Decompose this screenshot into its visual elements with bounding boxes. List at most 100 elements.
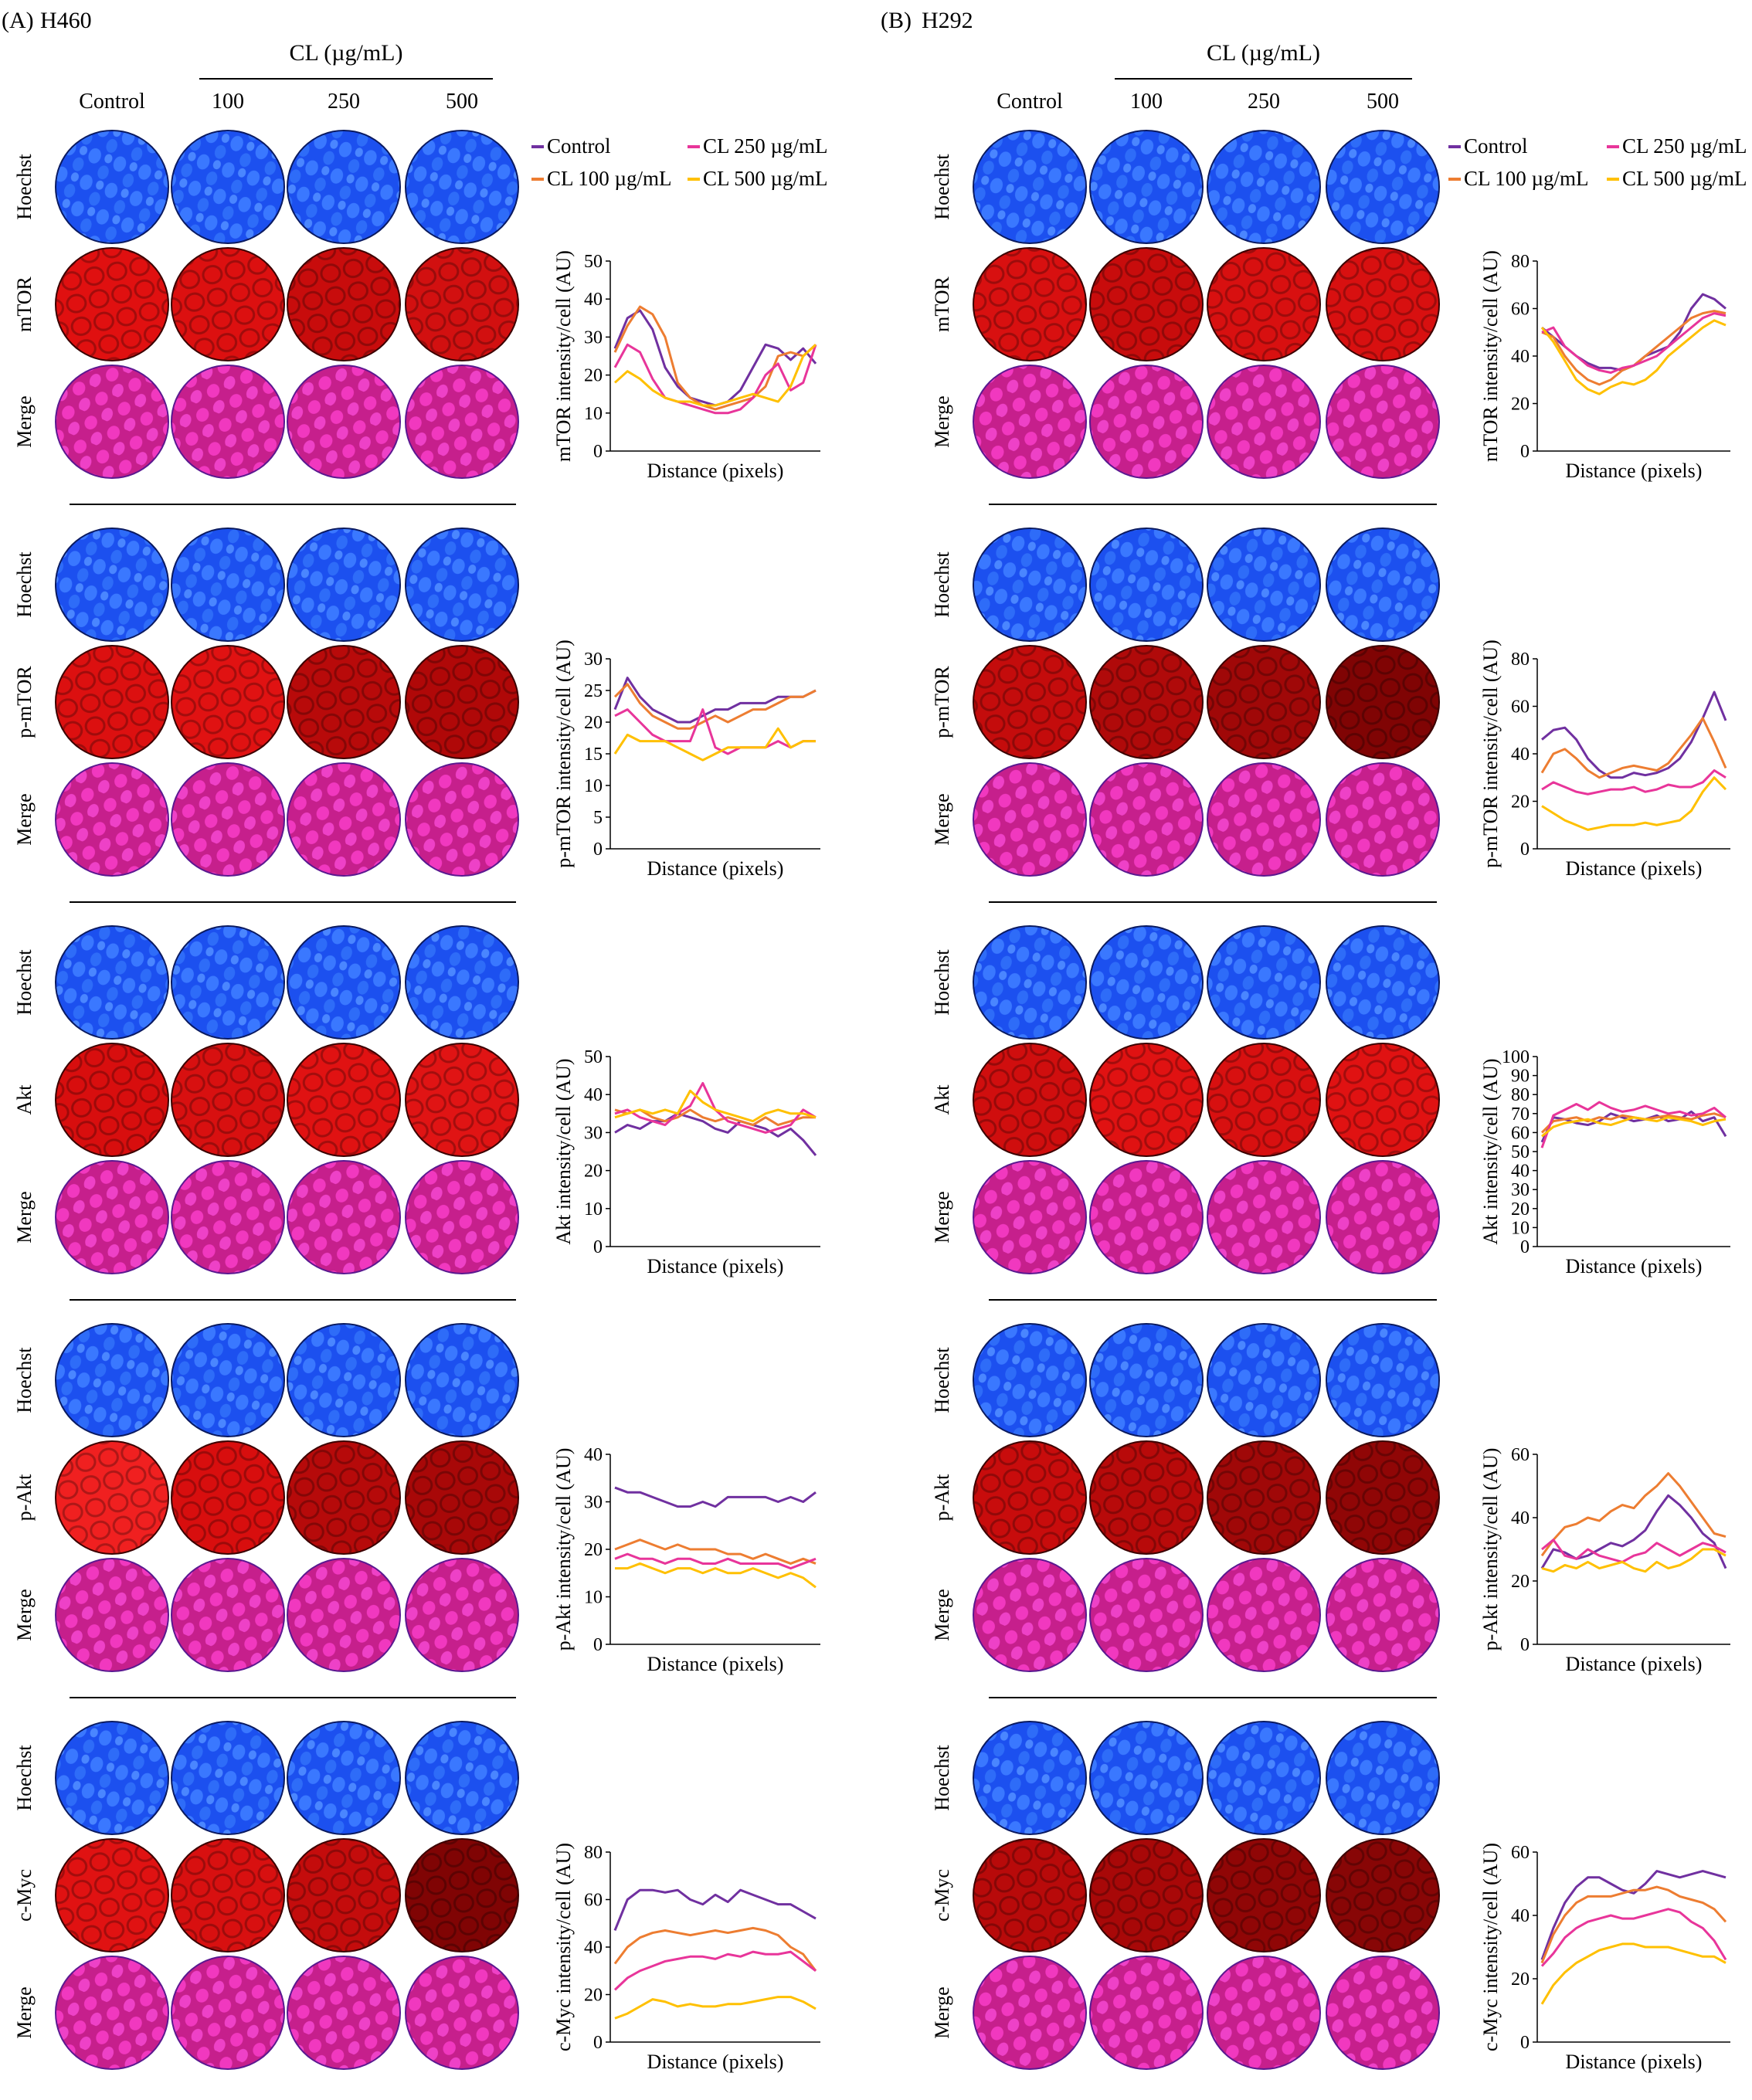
stain-label: mTOR xyxy=(931,276,953,331)
micrograph-merge xyxy=(1089,1160,1204,1274)
micrograph-hoechst xyxy=(973,130,1087,244)
micrograph-stain xyxy=(1326,1043,1440,1157)
legend-item-control: Control xyxy=(1448,134,1528,158)
y-axis-label: p-Akt intensity/cell (AU) xyxy=(552,1448,575,1651)
micrograph-hoechst xyxy=(1207,130,1321,244)
stain-row: Hoechst Akt Merge 0 10 20 30 40 50 Akt intensity/… xyxy=(13,925,820,1277)
line-chart: 0 20 40 60 c-Myc intensity/cell (AU) Distance… xyxy=(1479,1843,1730,2073)
micrograph-hoechst xyxy=(973,528,1087,642)
micrograph-stain xyxy=(171,1838,285,1952)
stain-row: Hoechst p-mTOR Merge 0 5 10 15 20 25 30 p-mTOR int… xyxy=(13,528,820,880)
micrograph-stain xyxy=(973,1838,1087,1952)
micrograph-hoechst xyxy=(405,1323,519,1437)
y-tick-label: 10 xyxy=(1511,1218,1530,1238)
y-tick-label: 20 xyxy=(584,366,603,386)
series-line-cl500 xyxy=(1540,1942,1727,2005)
micrograph-stain xyxy=(171,1440,285,1555)
micrograph-hoechst xyxy=(973,925,1087,1040)
stain-label: c-Myc xyxy=(931,1869,953,1922)
series-line-cl250 xyxy=(1541,769,1727,796)
micrograph-merge xyxy=(1089,762,1204,877)
micrograph-merge xyxy=(973,1558,1087,1672)
micrograph-merge xyxy=(287,762,401,877)
micrograph-hoechst xyxy=(1089,130,1204,244)
micrograph-merge xyxy=(171,1558,285,1672)
series-line-cl100 xyxy=(1540,717,1727,779)
series-line-cl250 xyxy=(1540,1101,1727,1148)
micrograph-merge xyxy=(171,1160,285,1274)
micrograph-stain xyxy=(1089,1838,1204,1952)
y-tick-label: 60 xyxy=(584,1891,603,1911)
series-line-cl100 xyxy=(613,683,817,730)
micrograph-merge xyxy=(287,1956,401,2070)
x-axis-label: Distance (pixels) xyxy=(647,2051,784,2073)
y-tick-label: 30 xyxy=(584,1123,603,1143)
micrograph-merge xyxy=(405,1558,519,1672)
stain-label: c-Myc xyxy=(13,1869,36,1922)
micrograph-merge xyxy=(171,365,285,479)
micrograph-stain xyxy=(287,645,401,759)
micrograph-stain xyxy=(405,1043,519,1157)
legend-label: CL 100 µg/mL xyxy=(1464,167,1589,190)
micrograph-merge xyxy=(1089,1558,1204,1672)
y-tick-label: 40 xyxy=(584,290,603,310)
stain-label: p-mTOR xyxy=(931,666,953,738)
series-line-cl250 xyxy=(613,1950,817,1991)
micrograph-hoechst xyxy=(55,925,169,1040)
y-tick-label: 20 xyxy=(584,1986,603,2006)
micrograph-merge xyxy=(287,1558,401,1672)
y-tick-label: 60 xyxy=(1511,1123,1530,1143)
micrograph-merge xyxy=(1326,1558,1440,1672)
line-chart: 0 20 40 60 80 c-Myc intensity/cell (AU) Distan… xyxy=(552,1843,820,2073)
micrograph-hoechst xyxy=(1326,1721,1440,1835)
micrograph-hoechst xyxy=(287,1323,401,1437)
stain-label: Merge xyxy=(13,395,36,447)
x-axis-label: Distance (pixels) xyxy=(1566,2051,1703,2073)
micrograph-hoechst xyxy=(1207,528,1321,642)
stain-label: Merge xyxy=(13,1589,36,1640)
column-header: 500 xyxy=(1367,90,1399,114)
x-axis-label: Distance (pixels) xyxy=(647,460,784,482)
micrograph-merge xyxy=(287,365,401,479)
series-line-control xyxy=(614,1112,817,1156)
series-line-cl100 xyxy=(1540,1885,1727,1964)
micrograph-hoechst xyxy=(171,1721,285,1835)
micrograph-hoechst xyxy=(171,1323,285,1437)
micrograph-hoechst xyxy=(287,1721,401,1835)
y-tick-label: 0 xyxy=(593,2033,603,2053)
micrograph-stain xyxy=(1207,1838,1321,1952)
legend-item-cl250: CL 250 µg/mL xyxy=(688,134,828,158)
column-header: 250 xyxy=(1248,90,1280,114)
x-axis-label: Distance (pixels) xyxy=(647,857,784,880)
column-header: 100 xyxy=(1130,90,1163,114)
micrograph-stain xyxy=(1207,1043,1321,1157)
y-tick-label: 40 xyxy=(584,1085,603,1105)
cell-line-label: H292 xyxy=(922,8,973,33)
micrograph-stain xyxy=(973,247,1087,361)
y-tick-label: 30 xyxy=(584,1493,603,1513)
stain-row: Hoechst c-Myc Merge 0 20 40 60 80 c-Myc intensit… xyxy=(13,1721,820,2073)
micrograph-stain xyxy=(1326,1440,1440,1555)
stain-label: Merge xyxy=(931,793,953,845)
legend-label: CL 100 µg/mL xyxy=(547,167,672,190)
legend-item-cl250: CL 250 µg/mL xyxy=(1607,134,1747,158)
micrograph-hoechst xyxy=(287,528,401,642)
x-axis-label: Distance (pixels) xyxy=(1566,1255,1703,1277)
legend-label: CL 500 µg/mL xyxy=(1622,167,1747,190)
micrograph-merge xyxy=(1089,365,1204,479)
y-tick-label: 80 xyxy=(1511,1085,1530,1105)
column-header: 250 xyxy=(328,90,360,114)
legend-item-cl500: CL 500 µg/mL xyxy=(688,167,828,190)
stain-label: Hoechst xyxy=(931,154,953,220)
series-line-cl100 xyxy=(614,1108,816,1127)
micrograph-hoechst xyxy=(1326,1323,1440,1437)
stain-label: p-Akt xyxy=(931,1474,953,1521)
series-line-cl500 xyxy=(613,344,817,407)
micrograph-merge xyxy=(973,1160,1087,1274)
y-tick-label: 50 xyxy=(1511,1142,1530,1162)
micrograph-stain xyxy=(405,645,519,759)
stain-label: Hoechst xyxy=(13,1347,36,1413)
micrograph-merge xyxy=(1207,762,1321,877)
